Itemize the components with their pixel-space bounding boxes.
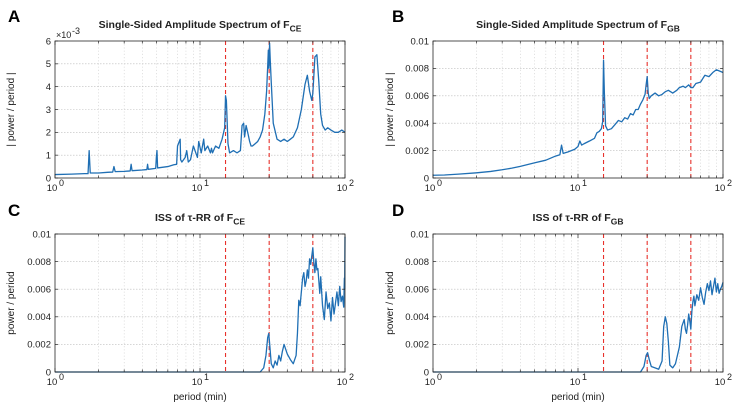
y-tick-label: 0.002: [27, 340, 51, 351]
y-tick-label: 0.006: [27, 285, 51, 296]
y-axis-label: | power / period |: [6, 72, 17, 146]
panel-letter: C: [8, 201, 20, 220]
x-tick-exponent: 1: [204, 372, 209, 382]
x-tick-exponent: 1: [582, 372, 587, 382]
y-tick-label: 0.004: [405, 312, 429, 323]
panel-title-subscript: CE: [233, 217, 245, 227]
y-axis-label: power / period: [6, 271, 17, 334]
x-tick-label: 10: [337, 377, 348, 388]
panel-title-subscript: GB: [667, 24, 680, 34]
x-tick-exponent: 0: [437, 372, 442, 382]
y-tick-label: 0.008: [405, 257, 429, 268]
y-tick-label: 0.006: [405, 285, 429, 296]
x-tick-label: 10: [192, 183, 203, 194]
x-tick-exponent: 0: [437, 178, 442, 188]
y-tick-label: 0.01: [33, 229, 52, 240]
x-tick-label: 10: [425, 183, 436, 194]
panel-title-main: ISS of τ-RR of F: [155, 212, 234, 224]
y-tick-label: 0: [424, 173, 429, 184]
y-tick-label: 0.008: [405, 64, 429, 75]
series-line-iss: [55, 236, 346, 373]
y-tick-label: 6: [46, 36, 51, 47]
panel-title-main: Single-Sided Amplitude Spectrum of F: [99, 19, 291, 31]
y-tick-label: 3: [46, 105, 51, 116]
panel-title: Single-Sided Amplitude Spectrum of FCE: [99, 19, 302, 34]
x-tick-label: 10: [192, 377, 203, 388]
panel-letter: B: [392, 7, 404, 26]
x-tick-label: 10: [47, 183, 58, 194]
y-tick-label: 0.01: [411, 36, 430, 47]
x-tick-exponent: 2: [349, 372, 354, 382]
y-tick-label: 0.01: [411, 229, 430, 240]
panel-title-subscript: GB: [611, 217, 624, 227]
panel-letter: D: [392, 201, 404, 220]
x-tick-exponent: 1: [204, 178, 209, 188]
y-tick-label: 4: [46, 82, 51, 93]
x-tick-label: 10: [337, 183, 348, 194]
x-tick-exponent: 0: [59, 372, 64, 382]
y-tick-label: 1: [46, 150, 51, 161]
x-tick-exponent: 0: [59, 178, 64, 188]
panel-title: ISS of τ-RR of FGB: [533, 212, 624, 227]
y-tick-label: 0.004: [405, 119, 429, 130]
y-multiplier-exponent: -3: [72, 26, 80, 36]
y-tick-label: 0.006: [405, 91, 429, 102]
y-tick-label: 0: [46, 173, 51, 184]
x-tick-label: 10: [715, 377, 726, 388]
series-line-iss: [433, 277, 724, 373]
x-tick-label: 10: [570, 377, 581, 388]
x-tick-exponent: 1: [582, 178, 587, 188]
x-axis-label: period (min): [173, 392, 226, 403]
panel-title-main: ISS of τ-RR of F: [533, 212, 612, 224]
y-tick-label: 0: [424, 367, 429, 378]
plot-area: [433, 41, 723, 178]
x-tick-exponent: 2: [349, 178, 354, 188]
y-tick-label: 2: [46, 128, 51, 139]
y-tick-label: 0.002: [405, 146, 429, 157]
x-tick-exponent: 2: [727, 372, 732, 382]
panel-title: Single-Sided Amplitude Spectrum of FGB: [476, 19, 680, 34]
x-axis-label: period (min): [551, 392, 604, 403]
panel-title: ISS of τ-RR of FCE: [155, 212, 245, 227]
y-axis-label: | power / period |: [385, 72, 396, 146]
y-tick-label: 0.004: [27, 312, 51, 323]
series-line-spectrum: [432, 59, 724, 176]
panel-title-main: Single-Sided Amplitude Spectrum of F: [476, 19, 668, 31]
x-tick-label: 10: [570, 183, 581, 194]
x-tick-label: 10: [47, 377, 58, 388]
x-tick-label: 10: [715, 183, 726, 194]
panel-letter: A: [8, 7, 20, 26]
x-tick-exponent: 2: [727, 178, 732, 188]
x-tick-label: 10: [425, 377, 436, 388]
y-tick-label: 0.008: [27, 257, 51, 268]
y-multiplier-label: ×10: [56, 30, 71, 40]
y-tick-label: 0: [46, 367, 51, 378]
y-axis-label: power / period: [385, 271, 396, 334]
series-line-spectrum: [54, 42, 346, 176]
y-tick-label: 0.002: [405, 340, 429, 351]
y-tick-label: 5: [46, 59, 51, 70]
panel-title-subscript: CE: [290, 24, 302, 34]
